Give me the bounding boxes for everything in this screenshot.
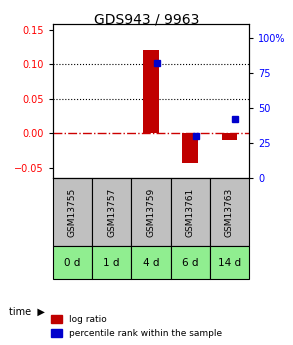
- Text: GSM13761: GSM13761: [186, 187, 195, 237]
- Legend: log ratio, percentile rank within the sample: log ratio, percentile rank within the sa…: [48, 312, 225, 341]
- FancyBboxPatch shape: [53, 246, 92, 279]
- FancyBboxPatch shape: [131, 178, 171, 246]
- Text: GSM13759: GSM13759: [146, 187, 155, 237]
- Bar: [143, 50, 159, 134]
- Bar: [182, 134, 198, 163]
- Text: 0 d: 0 d: [64, 258, 81, 268]
- Bar: [222, 134, 237, 140]
- FancyBboxPatch shape: [92, 178, 131, 246]
- Text: GSM13755: GSM13755: [68, 187, 77, 237]
- Text: GDS943 / 9963: GDS943 / 9963: [94, 12, 199, 26]
- FancyBboxPatch shape: [210, 178, 249, 246]
- Text: 6 d: 6 d: [182, 258, 198, 268]
- Text: GSM13757: GSM13757: [107, 187, 116, 237]
- Text: 1 d: 1 d: [103, 258, 120, 268]
- Text: GSM13763: GSM13763: [225, 187, 234, 237]
- FancyBboxPatch shape: [92, 246, 131, 279]
- FancyBboxPatch shape: [53, 178, 92, 246]
- FancyBboxPatch shape: [171, 178, 210, 246]
- Text: 4 d: 4 d: [143, 258, 159, 268]
- Text: time  ▶: time ▶: [9, 307, 45, 317]
- FancyBboxPatch shape: [171, 246, 210, 279]
- FancyBboxPatch shape: [210, 246, 249, 279]
- FancyBboxPatch shape: [131, 246, 171, 279]
- Text: 14 d: 14 d: [218, 258, 241, 268]
